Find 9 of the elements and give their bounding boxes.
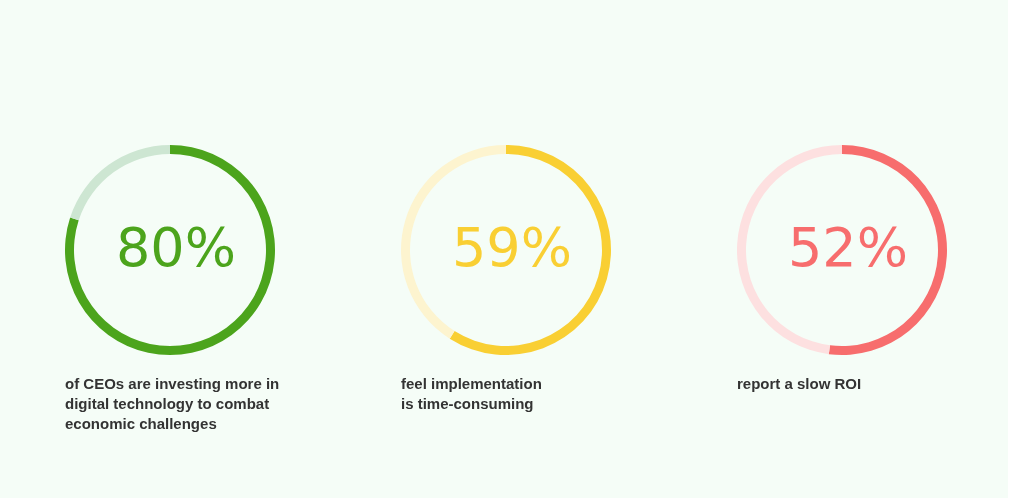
text: feel implementation is time-consuming [401, 375, 542, 412]
data-label: 59% [451, 216, 573, 279]
data-label: 80% [115, 216, 237, 279]
text: report a slow ROI [737, 375, 862, 392]
donut-slice [65, 145, 275, 355]
data-label: 52% [787, 216, 909, 279]
donut-slice [449, 145, 611, 355]
text: of CEOs are investing more in digital technology to combat economic challenges [65, 375, 280, 432]
donut-slice [70, 145, 170, 221]
